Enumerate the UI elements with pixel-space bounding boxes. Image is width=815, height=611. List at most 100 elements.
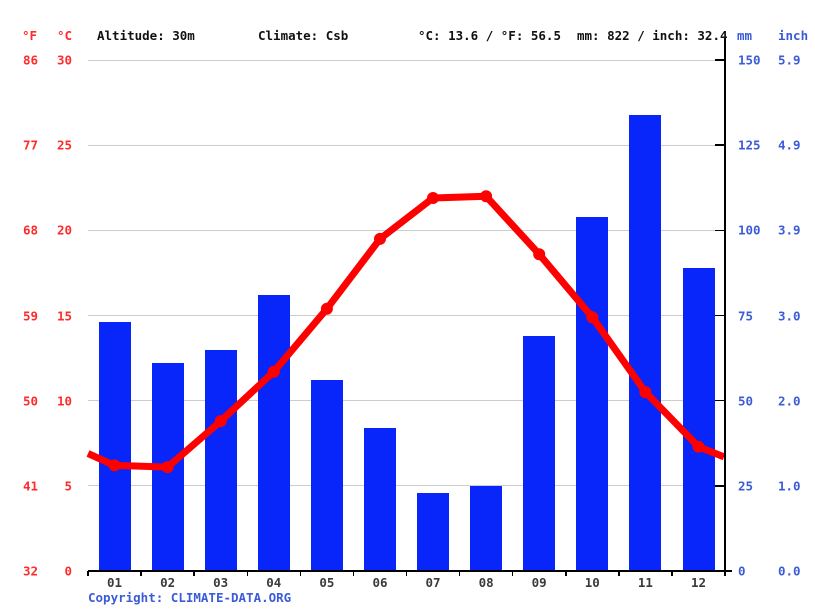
right-axis-tick [715,314,725,317]
right-axis-label-inch: 0.0 [778,563,801,579]
month-label-06: 06 [372,575,388,590]
x-axis-tick [671,571,673,576]
right-axis-tick [715,399,725,402]
temp-point-03 [214,415,227,428]
left-axis-label-c: 30 [56,52,72,68]
x-axis-tick [352,571,355,576]
right-axis-label-mm: 50 [738,393,754,409]
right-axis-tick [715,485,725,487]
x-axis-tick [193,571,195,576]
precip-bar-06 [364,427,396,571]
left-axis-label-c: 10 [56,393,72,409]
right-axis-line [723,38,726,571]
month-label-01: 01 [106,575,123,590]
month-label-09: 09 [531,575,547,590]
right-axis-label-mm: 150 [738,52,761,68]
left-axis-label-f: 77 [22,137,38,153]
gridline [88,400,725,402]
temp-point-12 [692,440,705,453]
right-axis-tick [715,59,725,61]
x-axis-tick [724,571,726,576]
gridline [88,485,725,487]
precip-bar-08 [470,485,503,571]
precip-bar-03 [204,349,237,571]
gridline [88,144,725,146]
month-label-04: 04 [266,575,282,590]
month-label-10: 10 [584,575,600,590]
precip-bar-07 [417,492,449,571]
temp-point-04 [267,365,280,378]
gridline [88,315,725,316]
left-axis-label-c: 25 [56,137,72,153]
month-label-07: 07 [425,575,441,590]
month-label-02: 02 [160,575,176,590]
temp-point-10 [586,311,599,324]
left-axis-label-c: 20 [56,222,72,238]
x-axis-tick [299,571,302,576]
right-axis-label-inch: 1.0 [778,478,801,494]
x-axis-tick [87,571,89,576]
left-axis-label-f: 68 [22,222,38,238]
left-axis-unit-f: °F [22,28,38,43]
copyright: Copyright: CLIMATE-DATA.ORG [88,590,291,605]
precip-bar-05 [310,380,343,571]
x-axis-tick [565,571,567,576]
x-axis-tick [246,571,248,576]
temp-point-09 [533,248,546,261]
right-axis-label-mm: 125 [738,137,761,153]
x-axis-tick [405,571,408,576]
right-axis-label-inch: 5.9 [778,52,801,68]
climate-class-label: Climate: Csb [258,28,349,43]
x-axis-tick [618,571,620,576]
left-axis-label-c: 0 [64,563,72,579]
month-label-11: 11 [637,575,653,590]
left-axis-label-f: 50 [22,393,38,409]
right-axis-unit-mm: mm [737,28,753,43]
month-label-12: 12 [690,575,707,590]
temp-point-01 [108,459,121,472]
month-label-08: 08 [478,575,494,590]
left-axis-label-f: 59 [22,308,38,323]
left-axis-label-f: 86 [22,52,38,68]
right-axis-label-inch: 2.0 [778,393,801,409]
right-axis-unit-inch: inch [778,28,809,43]
climate-data-link[interactable]: CLIMATE-DATA.ORG [170,590,292,605]
precip-bar-10 [576,216,609,571]
right-axis-label-inch: 3.0 [778,308,801,323]
annual-precip-summary: mm: 822 / inch: 32.4 [577,28,728,43]
left-axis-label-c: 5 [64,478,72,494]
precip-bar-11 [629,114,662,571]
temp-point-05 [320,302,333,315]
temp-point-11 [639,386,652,399]
right-axis-label-mm: 25 [738,478,754,494]
x-axis-line [88,570,732,572]
x-axis-tick [458,571,461,576]
precip-bar-01 [98,322,131,571]
temp-point-08 [480,190,493,203]
left-axis-unit-c: °C [57,28,73,43]
right-axis-label-mm: 100 [738,222,761,238]
altitude-label: Altitude: 30m [97,28,195,43]
month-label-03: 03 [213,575,229,590]
x-axis-tick [140,571,142,576]
precip-bar-04 [257,295,290,571]
temp-point-07 [427,192,439,204]
left-axis-label-c: 15 [56,308,72,323]
gridline [88,59,725,61]
precip-bar-09 [523,335,556,571]
gridline [88,229,725,231]
right-axis-label-mm: 0 [738,563,746,579]
right-axis-label-mm: 75 [738,308,754,323]
right-axis-tick [715,144,725,146]
temp-point-06 [374,232,386,245]
left-axis-label-f: 41 [22,478,38,494]
copyright-label: Copyright: [88,590,171,605]
x-axis-tick [511,571,514,576]
right-axis-label-inch: 3.9 [778,222,801,238]
temp-point-02 [161,461,174,474]
precip-bar-12 [682,267,715,571]
left-axis-label-f: 32 [22,563,38,579]
annual-temp-summary: °C: 13.6 / °F: 56.5 [418,28,561,43]
